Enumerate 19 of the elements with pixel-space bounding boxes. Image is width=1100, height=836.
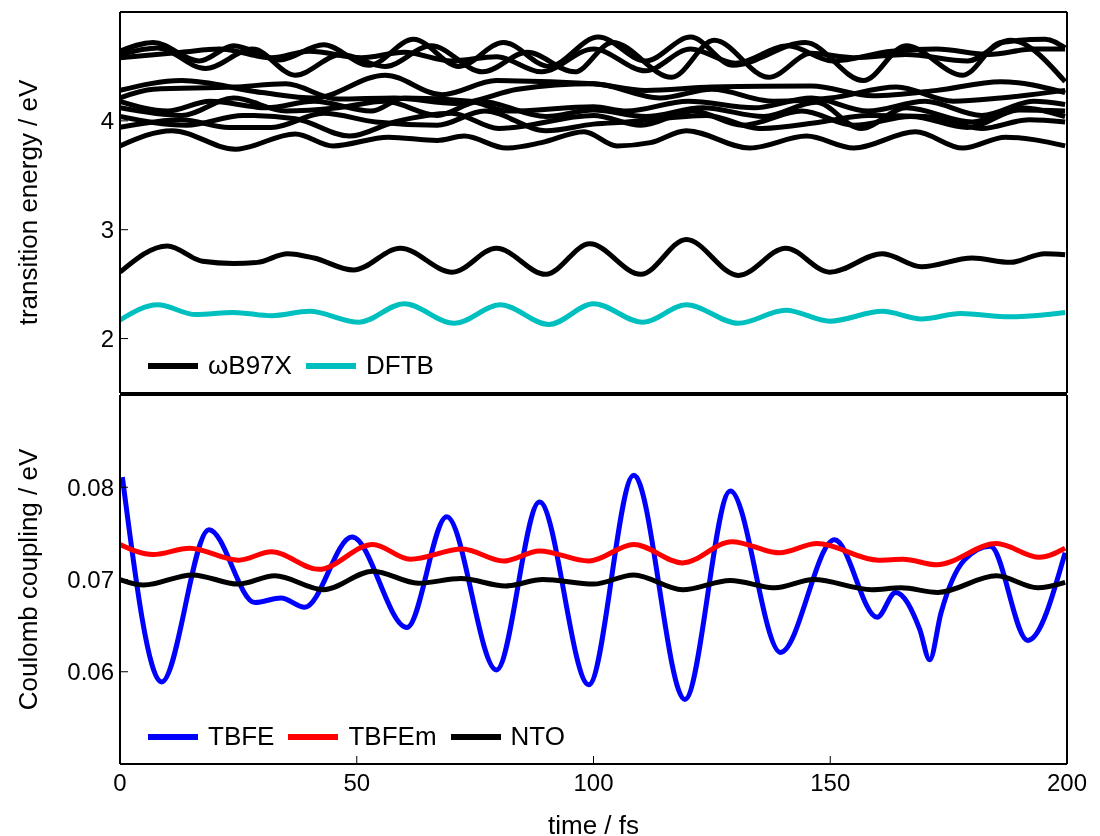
y-tick-label: 0.08 (67, 473, 114, 501)
y-tick-label: 2 (100, 325, 114, 353)
x-tick-label: 50 (343, 769, 371, 797)
y-axis-title: Coulomb coupling / eV (12, 448, 43, 711)
legend-label: TBFEm (348, 721, 437, 752)
y-tick-label: 4 (100, 107, 114, 135)
y-tick-label: 0.07 (67, 566, 114, 594)
x-tick-label: 200 (1046, 769, 1088, 797)
x-tick-label: 150 (810, 769, 851, 797)
legend-label: ωB97X (208, 350, 292, 381)
x-tick-label: 100 (573, 769, 614, 797)
x-tick-label: 0 (113, 769, 127, 797)
x-axis-title: time / fs (547, 810, 640, 836)
y-tick-label: 3 (100, 216, 114, 244)
legend-label: NTO (510, 721, 565, 752)
y-tick-label: 0.06 (67, 658, 114, 686)
legend-label: TBFE (208, 721, 275, 752)
y-axis-title: transition energy / eV (12, 79, 43, 326)
legend-label: DFTB (365, 350, 434, 381)
